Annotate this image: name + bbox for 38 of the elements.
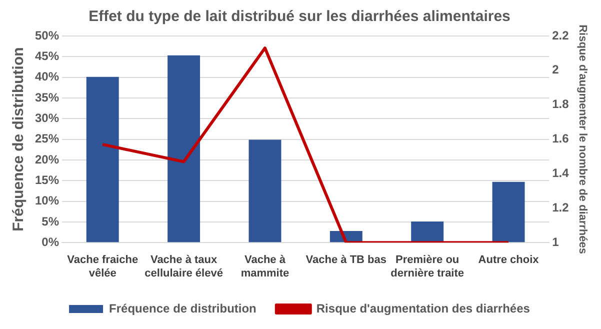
y2-axis-title: Risque d'augmenter le nombre de diarrhées	[576, 24, 588, 254]
bar	[248, 140, 282, 242]
category-label: Vache fraiche	[67, 254, 138, 266]
bar	[411, 222, 444, 242]
y-axis-title: Fréquence de distribution	[10, 47, 28, 232]
y2-tick-label: 1.4	[552, 166, 570, 180]
y-tick-label: 15%	[34, 172, 60, 187]
category-label: cellulaire élevé	[144, 267, 223, 280]
legend-label: Fréquence de distribution	[109, 301, 256, 316]
y2-tick-label: 1.6	[552, 132, 570, 146]
y2-tick-label: 1.2	[552, 200, 570, 214]
bar	[86, 76, 119, 242]
y-tick-label: 0%	[42, 234, 60, 249]
y2-tick-label: 2	[552, 62, 560, 77]
y-tick-label: 50%	[34, 28, 60, 42]
bar	[492, 182, 525, 242]
legend-label: Risque d'augmentation des diarrhées	[316, 301, 530, 316]
y-tick-label: 25%	[34, 132, 60, 146]
y-tick-label: 20%	[34, 152, 60, 166]
bar	[168, 55, 200, 242]
y-tick-label: 5%	[42, 214, 60, 228]
category-label: Première ou	[396, 254, 460, 266]
y2-tick-label: 2.2	[552, 28, 570, 42]
y-tick-label: 45%	[34, 48, 60, 63]
category-label: mammite	[240, 267, 290, 280]
y2-tick-label: 1	[552, 234, 560, 249]
category-label: Autre choix	[478, 254, 539, 266]
y-tick-label: 35%	[34, 90, 60, 104]
category-label: vêlée	[88, 267, 116, 280]
category-label: Vache à taux	[150, 254, 218, 266]
category-label: dernière traite	[390, 267, 464, 280]
y-tick-label: 10%	[34, 194, 60, 208]
y-tick-label: 40%	[34, 70, 60, 84]
category-label: Vache à TB bas	[306, 254, 387, 266]
y2-tick-label: 1.8	[552, 97, 570, 112]
y-tick-label: 30%	[34, 110, 60, 125]
chart-title: Effet du type de lait distribué sur les diarrhées alimentaires	[88, 8, 510, 26]
category-label: Vache à	[244, 254, 286, 266]
